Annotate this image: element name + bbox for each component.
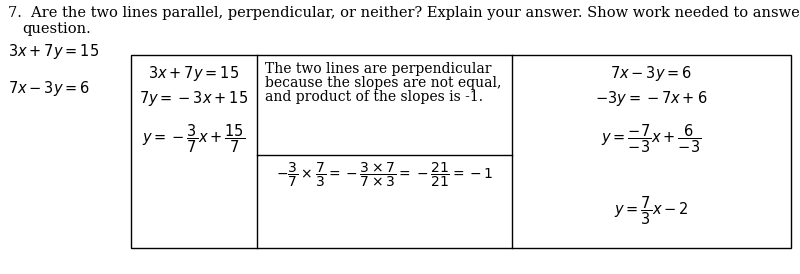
Text: $3x + 7y = 15$: $3x + 7y = 15$ <box>149 64 239 83</box>
Text: and product of the slopes is -1.: and product of the slopes is -1. <box>265 90 483 104</box>
Text: 7.  Are the two lines parallel, perpendicular, or neither? Explain your answer. : 7. Are the two lines parallel, perpendic… <box>8 6 800 20</box>
Text: because the slopes are not equal,: because the slopes are not equal, <box>265 76 502 90</box>
Text: $-\dfrac{3}{7} \times \dfrac{7}{3} = -\dfrac{3 \times 7}{7 \times 3} = -\dfrac{2: $-\dfrac{3}{7} \times \dfrac{7}{3} = -\d… <box>276 161 494 189</box>
Text: $y = -\dfrac{3}{7}x + \dfrac{15}{7}$: $y = -\dfrac{3}{7}x + \dfrac{15}{7}$ <box>142 122 246 155</box>
Text: $7x - 3y = 6$: $7x - 3y = 6$ <box>8 79 90 98</box>
Text: $y = \dfrac{7}{3}x - 2$: $y = \dfrac{7}{3}x - 2$ <box>614 194 689 227</box>
Text: $y = \dfrac{-7}{-3}x + \dfrac{6}{-3}$: $y = \dfrac{-7}{-3}x + \dfrac{6}{-3}$ <box>602 122 702 155</box>
Text: question.: question. <box>22 22 90 36</box>
Text: The two lines are perpendicular: The two lines are perpendicular <box>265 62 491 76</box>
Text: $7y = -3x + 15$: $7y = -3x + 15$ <box>139 89 249 108</box>
Text: $3x + 7y = 15$: $3x + 7y = 15$ <box>8 42 99 61</box>
Text: $-3y = -7x + 6$: $-3y = -7x + 6$ <box>595 89 708 108</box>
Text: $7x - 3y = 6$: $7x - 3y = 6$ <box>610 64 693 83</box>
Bar <box>131 55 791 248</box>
